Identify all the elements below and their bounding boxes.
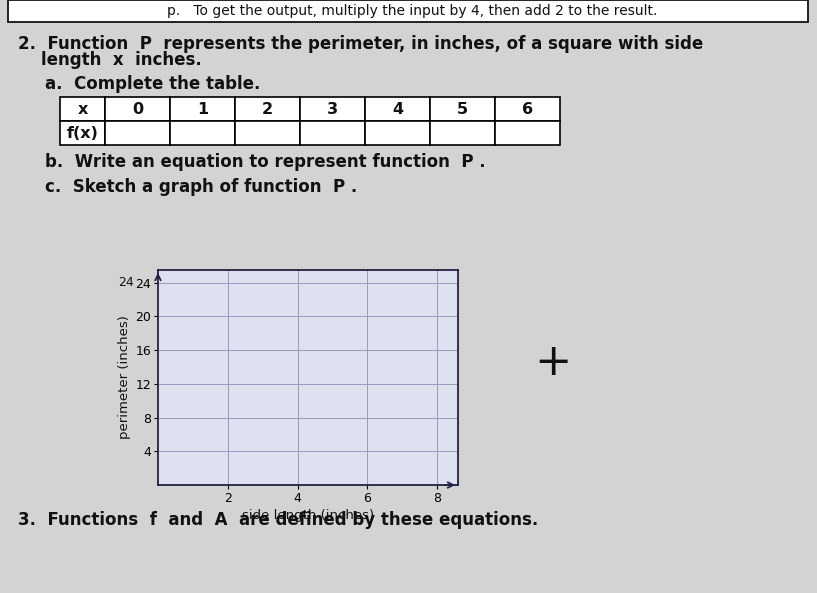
Bar <box>105 97 170 121</box>
Bar <box>365 121 430 145</box>
X-axis label: side length (inches): side length (inches) <box>242 509 374 522</box>
Text: c.  Sketch a graph of function  P .: c. Sketch a graph of function P . <box>45 178 357 196</box>
Bar <box>235 97 300 121</box>
Bar <box>495 121 560 145</box>
Bar <box>105 121 170 145</box>
Bar <box>170 97 235 121</box>
Bar <box>430 121 495 145</box>
Text: p.   To get the output, multiply the input by 4, then add 2 to the result.: p. To get the output, multiply the input… <box>167 4 657 18</box>
Bar <box>60 97 105 121</box>
Bar <box>300 97 365 121</box>
Text: 3.  Functions  f  and  A  are defined by these equations.: 3. Functions f and A are defined by thes… <box>18 511 538 529</box>
Bar <box>365 97 430 121</box>
Text: f(x): f(x) <box>66 126 98 141</box>
Text: 4: 4 <box>392 101 403 116</box>
Text: x: x <box>78 101 87 116</box>
Bar <box>430 97 495 121</box>
Text: 6: 6 <box>522 101 533 116</box>
Y-axis label: perimeter (inches): perimeter (inches) <box>118 315 131 439</box>
Text: a.  Complete the table.: a. Complete the table. <box>45 75 261 93</box>
Bar <box>8 0 808 22</box>
Bar <box>495 97 560 121</box>
Text: 3: 3 <box>327 101 338 116</box>
Text: 0: 0 <box>132 101 143 116</box>
Bar <box>300 121 365 145</box>
Bar <box>170 121 235 145</box>
Text: 5: 5 <box>457 101 468 116</box>
Bar <box>60 121 105 145</box>
Bar <box>235 121 300 145</box>
Text: b.  Write an equation to represent function  P .: b. Write an equation to represent functi… <box>45 153 485 171</box>
Text: length  x  inches.: length x inches. <box>18 51 202 69</box>
Text: +: + <box>534 341 572 384</box>
Text: 2: 2 <box>262 101 273 116</box>
Text: 2.  Function  P  represents the perimeter, in inches, of a square with side: 2. Function P represents the perimeter, … <box>18 35 703 53</box>
Text: 1: 1 <box>197 101 208 116</box>
Text: 24: 24 <box>118 276 134 289</box>
